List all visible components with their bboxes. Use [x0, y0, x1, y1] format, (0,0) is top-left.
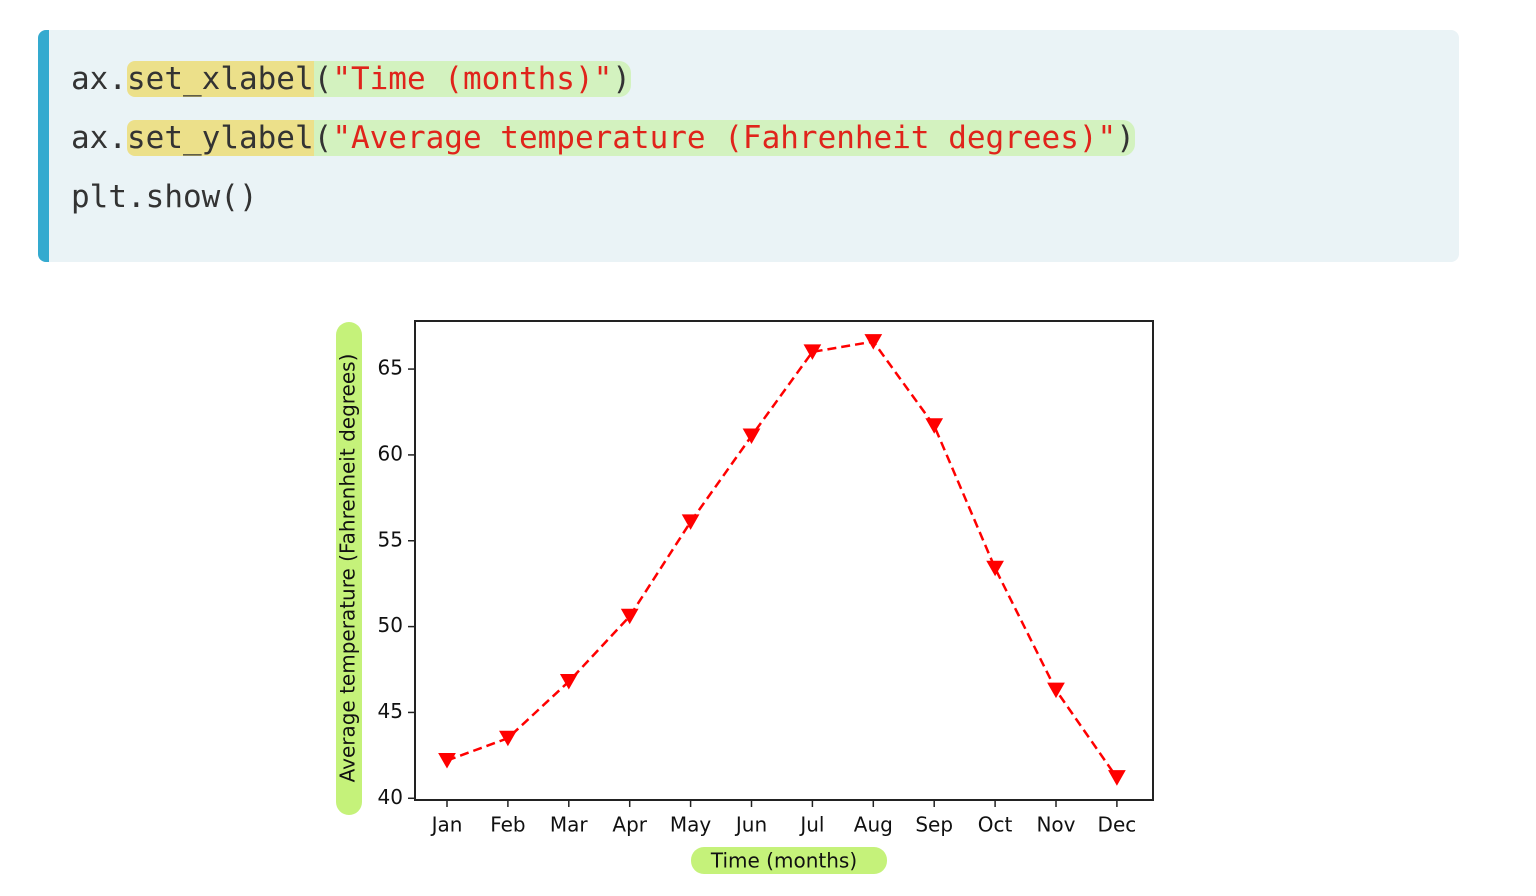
plot-frame — [414, 320, 1154, 801]
x-tick-label: Jan — [430, 813, 463, 837]
code-paren-open: ( — [313, 120, 333, 156]
x-tick-label: Jul — [798, 813, 824, 837]
code-accent-bar — [38, 30, 49, 262]
x-tick-label: May — [670, 813, 712, 837]
x-tick-label: Oct — [978, 813, 1013, 837]
code-object: ax. — [71, 61, 127, 97]
data-point-marker — [925, 418, 944, 434]
code-object: ax. — [71, 120, 127, 156]
y-tick-label: 55 — [378, 527, 403, 551]
x-axis-label-highlight — [691, 847, 887, 874]
plot-area: 40 45 50 55 60 65 Jan Feb Mar Apr May Jun Jul Aug Sep O… — [378, 334, 1137, 837]
x-tick-label: Aug — [854, 813, 893, 837]
y-tick-label: 65 — [378, 356, 403, 380]
y-tick-label: 60 — [378, 441, 403, 465]
y-tick-label: 50 — [378, 613, 403, 637]
chart-svg: Average temperature (Fahrenheit degrees)… — [336, 320, 1154, 874]
x-tick-label: Feb — [490, 813, 525, 837]
code-line-show: plt.show() — [71, 179, 258, 215]
x-tick-label: Jun — [734, 813, 767, 837]
y-tick-label: 40 — [378, 785, 403, 809]
series-line — [446, 340, 1118, 779]
y-axis-label-highlight — [336, 322, 362, 815]
x-tick-label: Dec — [1098, 813, 1137, 837]
y-axis-label: Average temperature (Fahrenheit degrees) — [336, 354, 360, 783]
data-point-marker — [864, 334, 883, 350]
x-axis-label: Time (months) — [710, 849, 857, 873]
code-block: ax.set_xlabel("Time (months)") ax.set_yl… — [38, 30, 1459, 262]
data-point-marker — [742, 428, 761, 445]
code-paren-close: ) — [612, 61, 631, 97]
data-point-marker — [499, 730, 517, 747]
data-point-marker — [559, 674, 578, 690]
code-string: "Average temperature (Fahrenheit degrees… — [332, 120, 1117, 156]
data-point-marker — [438, 753, 456, 769]
x-tick-label: Sep — [915, 813, 953, 837]
code-argument-highlight: ("Time (months)") — [313, 61, 631, 97]
code-method-highlight: set_ylabel — [127, 120, 314, 156]
code-paren-close: ) — [1116, 120, 1135, 156]
code-string: "Time (months)" — [332, 61, 613, 97]
data-point-marker — [1108, 770, 1126, 786]
data-point-marker — [986, 560, 1004, 577]
chart: Average temperature (Fahrenheit degrees)… — [330, 312, 1170, 882]
x-tick-label: Mar — [550, 813, 589, 837]
data-point-marker — [681, 514, 700, 530]
code-method-highlight: set_xlabel — [127, 61, 314, 97]
y-tick-label: 45 — [378, 699, 403, 723]
data-point-marker — [620, 608, 639, 625]
code-line-set-xlabel: ax.set_xlabel("Time (months)") — [71, 55, 631, 103]
code-argument-highlight: ("Average temperature (Fahrenheit degree… — [313, 120, 1135, 156]
x-tick-label: Apr — [612, 813, 647, 837]
x-tick-label: Nov — [1036, 813, 1075, 837]
data-point-marker — [1047, 682, 1065, 699]
data-point-marker — [803, 344, 822, 360]
code-line-set-ylabel: ax.set_ylabel("Average temperature (Fahr… — [71, 114, 1135, 162]
code-paren-open: ( — [313, 61, 333, 97]
